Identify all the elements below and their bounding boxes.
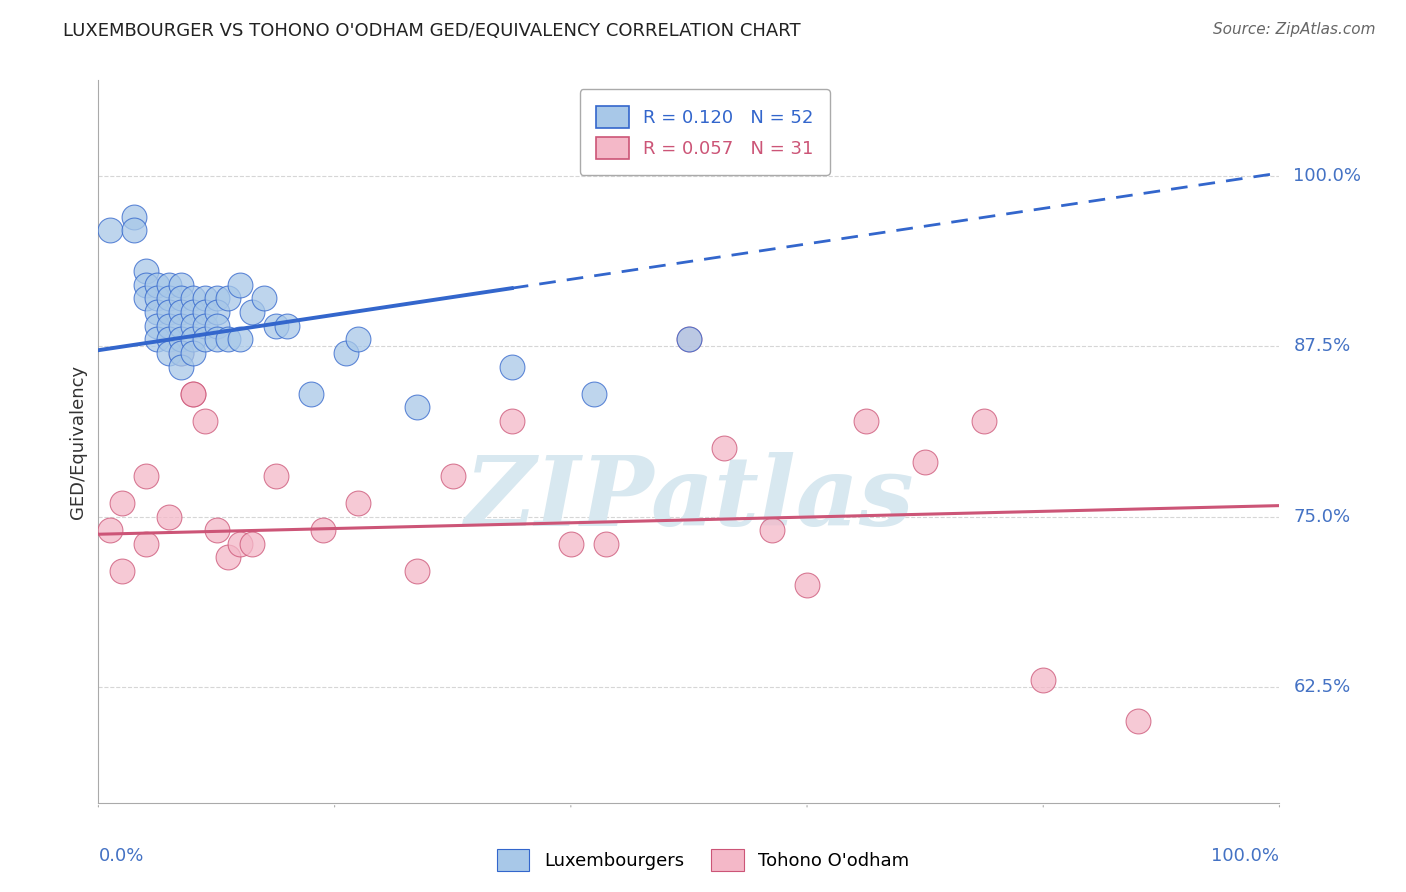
Point xyxy=(347,496,370,510)
Point xyxy=(560,537,582,551)
Point xyxy=(583,387,606,401)
Text: Source: ZipAtlas.com: Source: ZipAtlas.com xyxy=(1212,22,1375,37)
Point xyxy=(406,401,429,415)
Point xyxy=(194,414,217,428)
Point xyxy=(122,210,145,224)
Point xyxy=(146,305,169,319)
Point xyxy=(170,359,193,374)
Point xyxy=(170,305,193,319)
Point xyxy=(135,292,157,306)
Text: 0.0%: 0.0% xyxy=(98,847,143,865)
Point xyxy=(406,564,429,578)
Point xyxy=(170,292,193,306)
Text: 100.0%: 100.0% xyxy=(1294,167,1361,185)
Point xyxy=(713,442,735,456)
Point xyxy=(181,318,204,333)
Text: 100.0%: 100.0% xyxy=(1212,847,1279,865)
Point xyxy=(312,523,335,537)
Point xyxy=(135,537,157,551)
Point xyxy=(98,223,121,237)
Point xyxy=(441,468,464,483)
Point xyxy=(157,292,180,306)
Point xyxy=(157,346,180,360)
Point xyxy=(229,277,252,292)
Point xyxy=(194,332,217,346)
Point xyxy=(98,523,121,537)
Point xyxy=(194,292,217,306)
Point xyxy=(181,387,204,401)
Point xyxy=(595,537,617,551)
Text: 62.5%: 62.5% xyxy=(1294,678,1351,696)
Point xyxy=(181,387,204,401)
Text: LUXEMBOURGER VS TOHONO O'ODHAM GED/EQUIVALENCY CORRELATION CHART: LUXEMBOURGER VS TOHONO O'ODHAM GED/EQUIV… xyxy=(63,22,801,40)
Point xyxy=(157,332,180,346)
Y-axis label: GED/Equivalency: GED/Equivalency xyxy=(69,365,87,518)
Point xyxy=(157,509,180,524)
Text: 87.5%: 87.5% xyxy=(1294,337,1351,355)
Point xyxy=(157,305,180,319)
Point xyxy=(170,277,193,292)
Point xyxy=(678,332,700,346)
Point xyxy=(855,414,877,428)
Point xyxy=(229,537,252,551)
Point xyxy=(181,346,204,360)
Point xyxy=(501,414,523,428)
Text: 75.0%: 75.0% xyxy=(1294,508,1351,525)
Point xyxy=(240,537,263,551)
Point xyxy=(1126,714,1149,728)
Point xyxy=(914,455,936,469)
Point xyxy=(217,550,239,565)
Point xyxy=(194,318,217,333)
Point xyxy=(217,292,239,306)
Point xyxy=(135,277,157,292)
Point xyxy=(111,496,134,510)
Point xyxy=(205,305,228,319)
Point xyxy=(335,346,357,360)
Point xyxy=(135,468,157,483)
Point xyxy=(111,564,134,578)
Point xyxy=(240,305,263,319)
Point xyxy=(501,359,523,374)
Point xyxy=(205,292,228,306)
Legend: Luxembourgers, Tohono O'odham: Luxembourgers, Tohono O'odham xyxy=(489,842,917,879)
Point xyxy=(205,332,228,346)
Point xyxy=(264,318,287,333)
Point xyxy=(146,292,169,306)
Point xyxy=(181,305,204,319)
Point xyxy=(276,318,298,333)
Point xyxy=(678,332,700,346)
Point xyxy=(170,346,193,360)
Point xyxy=(205,523,228,537)
Point xyxy=(299,387,322,401)
Point xyxy=(253,292,276,306)
Point xyxy=(146,277,169,292)
Point xyxy=(157,318,180,333)
Point xyxy=(135,264,157,278)
Point xyxy=(761,523,783,537)
Point xyxy=(122,223,145,237)
Point xyxy=(157,277,180,292)
Point xyxy=(1032,673,1054,687)
Point xyxy=(170,346,193,360)
Point xyxy=(796,577,818,591)
Point xyxy=(170,318,193,333)
Text: ZIPatlas: ZIPatlas xyxy=(464,452,914,546)
Point xyxy=(194,305,217,319)
Point xyxy=(229,332,252,346)
Point xyxy=(181,292,204,306)
Point xyxy=(181,332,204,346)
Point xyxy=(205,318,228,333)
Point xyxy=(264,468,287,483)
Point xyxy=(973,414,995,428)
Point xyxy=(170,332,193,346)
Point xyxy=(146,318,169,333)
Legend: R = 0.120   N = 52, R = 0.057   N = 31: R = 0.120 N = 52, R = 0.057 N = 31 xyxy=(579,89,830,175)
Point xyxy=(217,332,239,346)
Point xyxy=(347,332,370,346)
Point xyxy=(146,332,169,346)
